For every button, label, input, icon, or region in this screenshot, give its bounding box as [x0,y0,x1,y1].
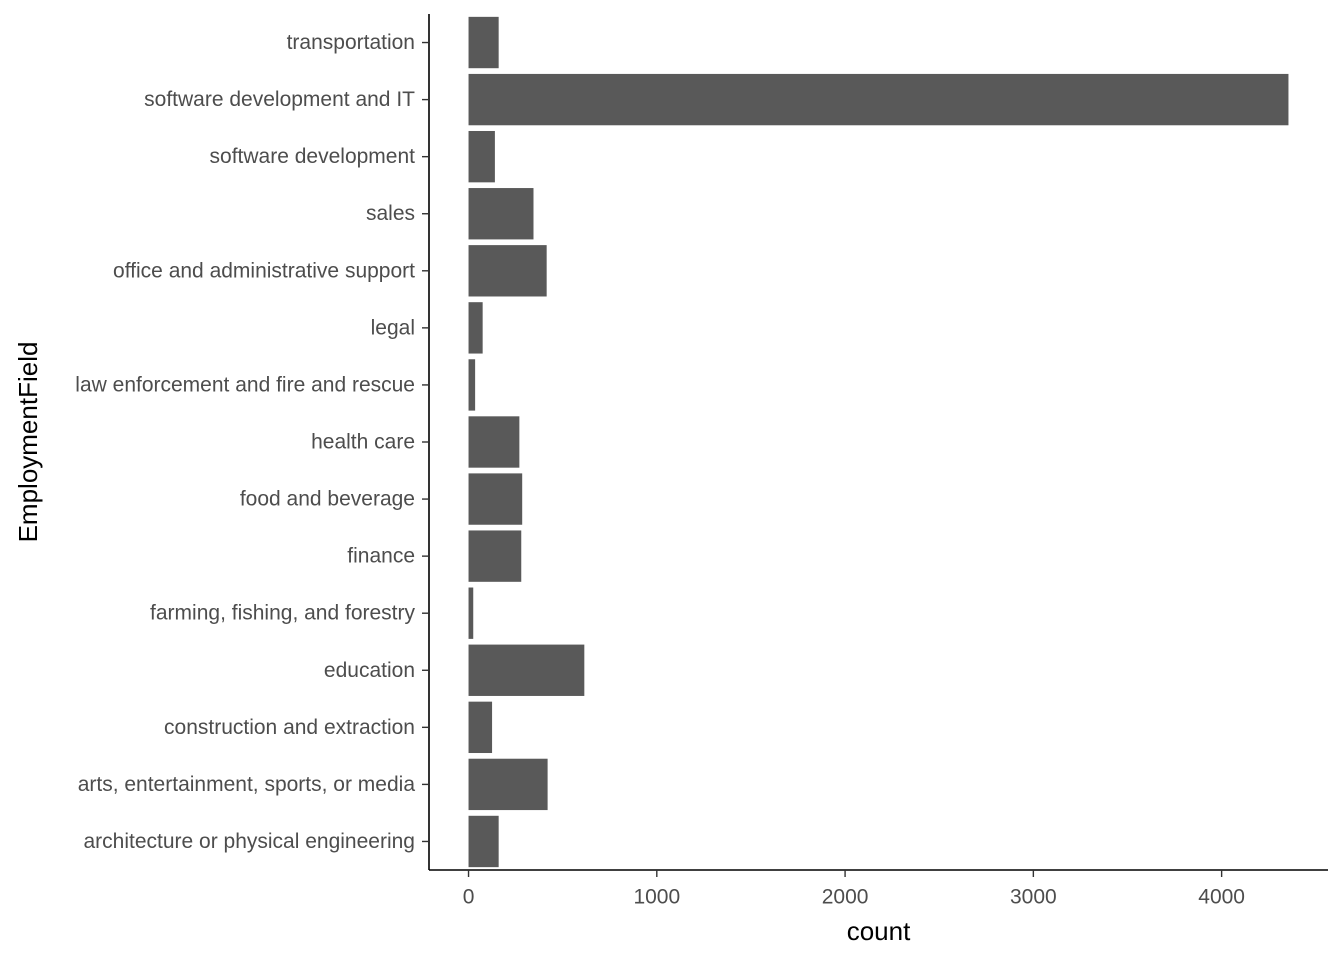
bar-11 [468,188,534,240]
bars-group [468,16,1289,868]
y-tick-label: health care [311,431,415,454]
x-tick-label: 3000 [1010,886,1057,909]
y-tick-label: education [324,659,415,682]
y-tick-label: legal [371,316,415,339]
bar-8 [468,359,476,411]
y-tick-label: arts, entertainment, sports, or media [78,773,416,796]
x-axis: 0 1000 2000 3000 4000 [429,869,1328,909]
bar-7 [468,416,520,468]
x-axis-title: count [847,916,911,946]
bar-2 [468,701,493,754]
y-tick-label: software development and IT [144,88,415,111]
y-tick-label: architecture or physical engineering [83,830,415,853]
y-tick-label: office and administrative support [113,259,415,282]
bar-4 [468,587,474,639]
y-tick-label: construction and extraction [164,716,415,739]
bar-14 [468,16,499,69]
y-tick-label: software development [210,145,416,168]
bar-3 [468,644,585,696]
bar-1 [468,758,548,811]
y-tick-label: transportation [287,31,415,54]
x-tick-label: 0 [463,886,475,909]
y-axis-title: EmploymentField [13,342,43,543]
bar-6 [468,473,523,525]
bar-0 [468,815,499,868]
bar-12 [468,130,495,183]
y-tick-label: food and beverage [240,488,415,511]
bar-5 [468,530,522,582]
x-tick-label: 4000 [1198,886,1245,909]
y-tick-label: farming, fishing, and forestry [150,602,415,625]
bar-9 [468,302,483,354]
bar-10 [468,245,547,297]
y-axis: architecture or physical engineering arts… [75,14,430,870]
x-tick-label: 1000 [633,886,680,909]
y-tick-label: sales [366,202,415,225]
bar-13 [468,73,1289,126]
y-tick-label: finance [347,545,415,568]
x-tick-label: 2000 [822,886,869,909]
y-tick-label: law enforcement and fire and rescue [75,373,415,396]
